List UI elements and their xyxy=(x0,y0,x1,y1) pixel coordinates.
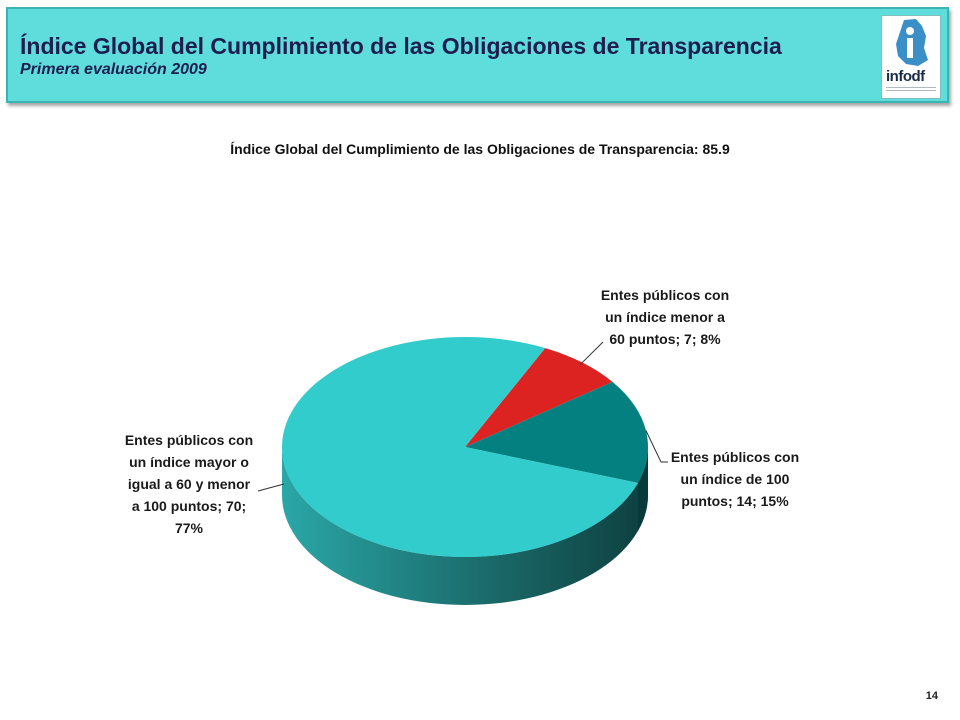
callout-line: igual a 60 y menor xyxy=(127,476,251,492)
callout-line: 77% xyxy=(174,520,204,536)
slice-label-60-a-100: Entes públicos con un índice mayor o igual… xyxy=(113,429,265,539)
callout-line: Entes públicos con xyxy=(600,287,730,303)
logo-fine-print xyxy=(886,87,936,93)
callout-line: un índice menor a xyxy=(605,309,725,325)
callout-line: un índice mayor o xyxy=(129,454,249,470)
callout-line: a 100 puntos; 70; xyxy=(131,498,247,514)
leader-lines xyxy=(257,341,668,492)
callout-line: Entes públicos con xyxy=(670,449,800,465)
slice-label-100-puntos: Entes públicos con un índice de 100 puntos… xyxy=(660,446,810,512)
pie-side-wall-cien xyxy=(637,447,648,531)
callout-line: 60 puntos; 7; 8% xyxy=(609,331,721,347)
slice-label-menor-60: Entes públicos con un índice menor a 60 pu… xyxy=(590,284,740,350)
page-title: Índice Global del Cumplimiento de las Ob… xyxy=(20,33,782,59)
leader-line-menor-60 xyxy=(579,341,604,365)
leader-line-100-puntos xyxy=(645,430,668,463)
logo-wordmark: infodf xyxy=(886,68,925,85)
pie-side-wall xyxy=(282,447,648,605)
page-number: 14 xyxy=(925,690,938,702)
chart-title: Índice Global del Cumplimiento de las Ob… xyxy=(230,141,730,157)
callout-line: Entes públicos con xyxy=(124,432,254,448)
pie-top-face xyxy=(282,337,648,557)
infodf-logo: infodf xyxy=(881,15,941,99)
pie-slice-60-a-100 xyxy=(282,337,638,557)
header-banner: Índice Global del Cumplimiento de las Ob… xyxy=(6,7,949,103)
logo-map-icon xyxy=(896,19,928,66)
callout-line: puntos; 14; 15% xyxy=(681,493,789,509)
page-subtitle: Primera evaluación 2009 xyxy=(20,61,207,78)
pie-side-wall-surface xyxy=(282,447,648,605)
leader-line-60-a-100 xyxy=(257,483,285,492)
callout-line: un índice de 100 xyxy=(680,471,790,487)
pie-slice-100-puntos xyxy=(465,381,648,483)
pie-slice-menor-60 xyxy=(465,348,613,447)
